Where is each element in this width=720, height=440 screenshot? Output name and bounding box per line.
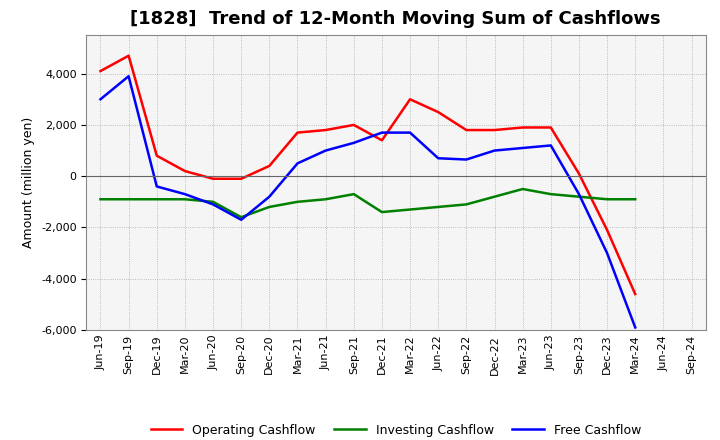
- Investing Cashflow: [434, 204, 443, 209]
- Operating Cashflow: [96, 69, 105, 74]
- Free Cashflow: [377, 130, 386, 135]
- Free Cashflow: [96, 97, 105, 102]
- Free Cashflow: [462, 157, 471, 162]
- Free Cashflow: [293, 161, 302, 166]
- Operating Cashflow: [546, 125, 555, 130]
- Free Cashflow: [631, 325, 639, 330]
- Investing Cashflow: [377, 209, 386, 215]
- Free Cashflow: [265, 194, 274, 199]
- Free Cashflow: [237, 217, 246, 222]
- Operating Cashflow: [518, 125, 527, 130]
- Free Cashflow: [546, 143, 555, 148]
- Investing Cashflow: [153, 197, 161, 202]
- Line: Free Cashflow: Free Cashflow: [101, 76, 635, 327]
- Investing Cashflow: [181, 197, 189, 202]
- Investing Cashflow: [265, 204, 274, 209]
- Investing Cashflow: [406, 207, 415, 212]
- Operating Cashflow: [575, 171, 583, 176]
- Legend: Operating Cashflow, Investing Cashflow, Free Cashflow: Operating Cashflow, Investing Cashflow, …: [146, 419, 646, 440]
- Operating Cashflow: [293, 130, 302, 135]
- Investing Cashflow: [125, 197, 133, 202]
- Operating Cashflow: [377, 138, 386, 143]
- Free Cashflow: [321, 148, 330, 153]
- Investing Cashflow: [321, 197, 330, 202]
- Text: [1828]  Trend of 12-Month Moving Sum of Cashflows: [1828] Trend of 12-Month Moving Sum of C…: [130, 10, 660, 28]
- Free Cashflow: [490, 148, 499, 153]
- Operating Cashflow: [321, 128, 330, 133]
- Investing Cashflow: [349, 191, 358, 197]
- Free Cashflow: [434, 156, 443, 161]
- Operating Cashflow: [490, 128, 499, 133]
- Operating Cashflow: [237, 176, 246, 181]
- Operating Cashflow: [406, 97, 415, 102]
- Free Cashflow: [153, 184, 161, 189]
- Investing Cashflow: [490, 194, 499, 199]
- Free Cashflow: [209, 202, 217, 207]
- Operating Cashflow: [349, 122, 358, 128]
- Free Cashflow: [181, 191, 189, 197]
- Investing Cashflow: [96, 197, 105, 202]
- Free Cashflow: [349, 140, 358, 146]
- Operating Cashflow: [631, 291, 639, 297]
- Operating Cashflow: [125, 53, 133, 59]
- Operating Cashflow: [181, 169, 189, 174]
- Investing Cashflow: [237, 215, 246, 220]
- Investing Cashflow: [631, 197, 639, 202]
- Operating Cashflow: [265, 163, 274, 169]
- Operating Cashflow: [603, 227, 611, 233]
- Operating Cashflow: [153, 153, 161, 158]
- Investing Cashflow: [293, 199, 302, 205]
- Investing Cashflow: [462, 202, 471, 207]
- Investing Cashflow: [546, 191, 555, 197]
- Free Cashflow: [125, 73, 133, 79]
- Investing Cashflow: [518, 187, 527, 192]
- Operating Cashflow: [434, 110, 443, 115]
- Line: Operating Cashflow: Operating Cashflow: [101, 56, 635, 294]
- Y-axis label: Amount (million yen): Amount (million yen): [22, 117, 35, 248]
- Investing Cashflow: [209, 199, 217, 205]
- Investing Cashflow: [575, 194, 583, 199]
- Free Cashflow: [575, 191, 583, 197]
- Investing Cashflow: [603, 197, 611, 202]
- Free Cashflow: [406, 130, 415, 135]
- Free Cashflow: [603, 250, 611, 256]
- Free Cashflow: [518, 145, 527, 150]
- Operating Cashflow: [209, 176, 217, 181]
- Operating Cashflow: [462, 128, 471, 133]
- Line: Investing Cashflow: Investing Cashflow: [101, 189, 635, 217]
